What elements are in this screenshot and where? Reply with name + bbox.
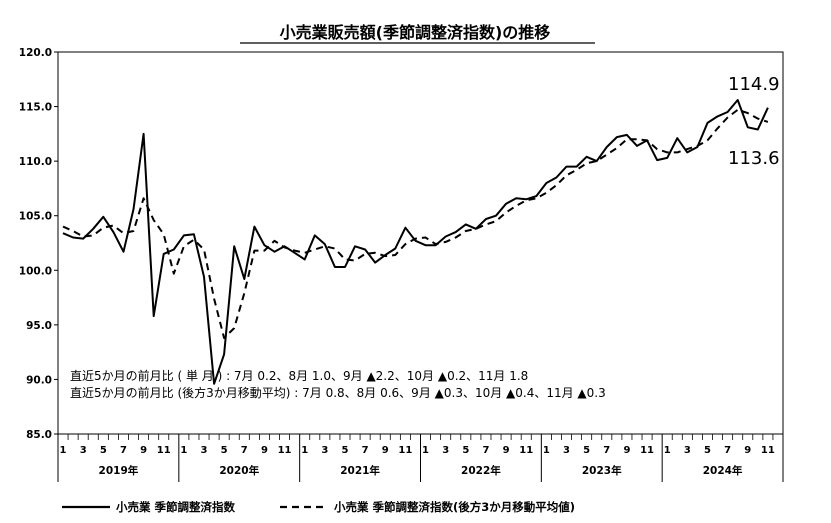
month-tick-label: 9: [623, 445, 630, 456]
year-label: 2022年: [461, 464, 501, 477]
month-tick-label: 11: [398, 445, 412, 456]
year-label: 2019年: [99, 464, 139, 477]
month-tick-label: 9: [744, 445, 751, 456]
month-tick-label: 1: [543, 445, 550, 456]
month-tick-label: 9: [382, 445, 389, 456]
y-tick-label: 105.0: [19, 211, 52, 223]
month-tick-label: 5: [462, 445, 469, 456]
month-tick-label: 1: [60, 445, 67, 456]
end-label-actual: 114.9: [728, 74, 780, 95]
month-tick-label: 3: [563, 445, 570, 456]
year-label: 2023年: [582, 464, 622, 477]
month-tick-label: 7: [603, 445, 610, 456]
month-tick-label: 5: [583, 445, 590, 456]
month-tick-label: 3: [684, 445, 691, 456]
series-layer: [62, 99, 769, 385]
month-tick-label: 11: [519, 445, 533, 456]
legend: 小売業 季節調整済指数 小売業 季節調整済指数(後方3か月移動平均値): [62, 500, 575, 514]
month-tick-label: 1: [422, 445, 429, 456]
year-label: 2024年: [703, 464, 743, 477]
change-notes: 直近5か月の前月比 ( 単 月 ) : 7月 0.2、8月 1.0、9月 ▲2.…: [70, 368, 606, 400]
series-line-moving-average: [62, 108, 769, 339]
y-tick-label: 110.0: [19, 156, 52, 168]
month-tick-label: 11: [157, 445, 171, 456]
month-tick-label: 9: [503, 445, 510, 456]
y-tick-label: 115.0: [19, 102, 52, 114]
month-tick-label: 11: [761, 445, 775, 456]
month-tick-label: 5: [221, 445, 228, 456]
month-tick-label: 7: [362, 445, 369, 456]
month-tick-label: 7: [241, 445, 248, 456]
month-tick-label: 1: [180, 445, 187, 456]
month-tick-label: 11: [640, 445, 654, 456]
month-tick-label: 3: [442, 445, 449, 456]
legend-label-dashed: 小売業 季節調整済指数(後方3か月移動平均値): [333, 500, 575, 514]
month-tick-label: 3: [80, 445, 87, 456]
month-tick-label: 9: [140, 445, 147, 456]
month-tick-label: 3: [201, 445, 208, 456]
month-tick-label: 1: [664, 445, 671, 456]
note-line-single-month: 直近5か月の前月比 ( 単 月 ) : 7月 0.2、8月 1.0、9月 ▲2.…: [70, 368, 528, 383]
month-tick-label: 7: [120, 445, 127, 456]
y-tick-label: 95.0: [26, 320, 52, 332]
year-label: 2021年: [340, 464, 380, 477]
month-tick-label: 7: [482, 445, 489, 456]
chart-title: 小売業販売額(季節調整済指数)の推移: [280, 23, 551, 42]
y-tick-label: 100.0: [19, 265, 52, 277]
y-axis: 85.0 90.0 95.0 100.0 105.0 110.0 115.0 120.0: [19, 47, 58, 441]
month-tick-label: 5: [100, 445, 107, 456]
month-tick-label: 11: [278, 445, 292, 456]
end-label-moving-average: 113.6: [728, 148, 780, 169]
series-line-actual: [62, 99, 769, 385]
month-tick-label: 9: [261, 445, 268, 456]
y-tick-label: 85.0: [26, 429, 52, 441]
month-tick-label: 5: [704, 445, 711, 456]
month-tick-label: 1: [301, 445, 308, 456]
note-line-moving-average: 直近5か月の前月比 (後方3か月移動平均) : 7月 0.8、8月 0.6、9月…: [70, 385, 606, 400]
month-tick-label: 3: [321, 445, 328, 456]
y-tick-label: 120.0: [19, 47, 52, 59]
y-tick-label: 90.0: [26, 374, 52, 386]
month-tick-label: 7: [724, 445, 731, 456]
month-tick-label: 5: [341, 445, 348, 456]
legend-label-solid: 小売業 季節調整済指数: [115, 500, 236, 514]
year-label: 2020年: [219, 464, 259, 477]
